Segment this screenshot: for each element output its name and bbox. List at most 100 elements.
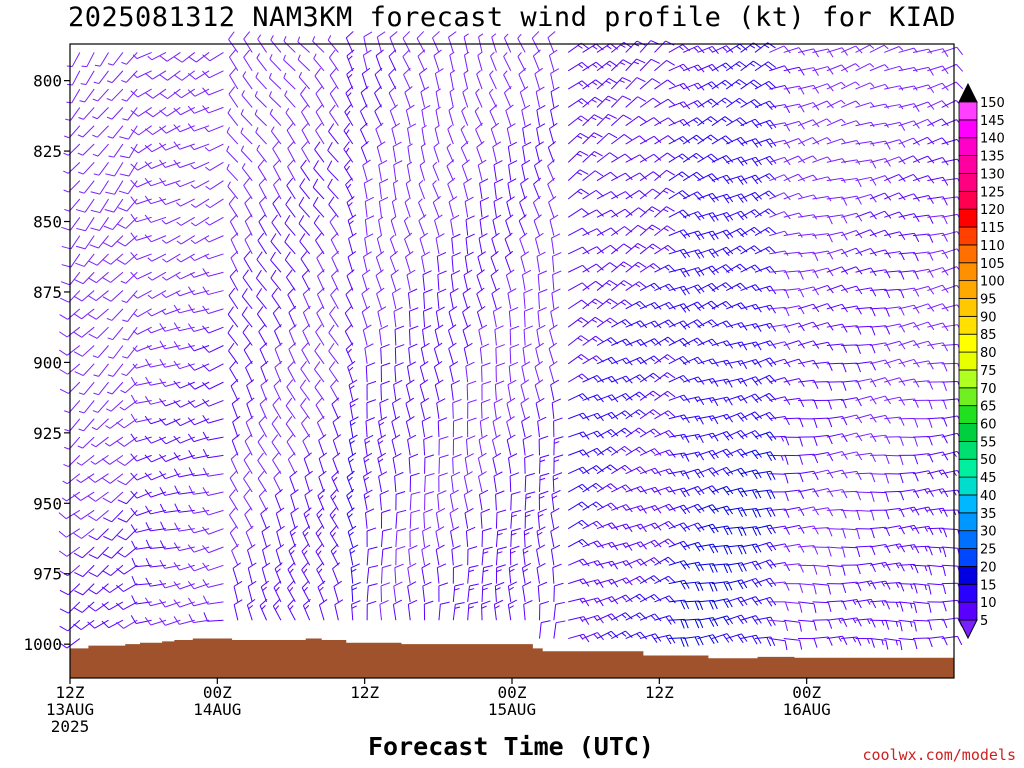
barb-full (243, 177, 251, 186)
wind-barb (380, 362, 391, 383)
barb-half (539, 459, 546, 463)
barb-full (302, 434, 311, 442)
barb-staff (85, 70, 95, 85)
barb-staff (539, 622, 542, 639)
wind-barb (520, 177, 529, 200)
barb-full (89, 244, 99, 249)
barb-full (59, 589, 69, 596)
wind-barb (144, 597, 167, 607)
barb-staff (531, 37, 540, 53)
barb-staff (711, 135, 726, 145)
barb-full (346, 49, 355, 57)
wind-barb (475, 122, 483, 145)
barb-full (596, 465, 604, 473)
barb-staff (582, 447, 598, 456)
wind-barb (300, 86, 311, 108)
barb-half (606, 319, 612, 324)
barb-staff (697, 192, 713, 200)
barb-full (480, 196, 490, 202)
barb-staff (364, 512, 368, 529)
wind-barb (625, 446, 647, 456)
barb-staff (66, 326, 81, 338)
barb-staff (389, 238, 397, 255)
barb-full (722, 634, 730, 643)
wind-barb (274, 562, 283, 584)
barb-staff (697, 358, 713, 365)
barb-staff (138, 125, 152, 136)
barb-full (684, 470, 690, 480)
barb-half (524, 532, 530, 536)
barb-half (694, 416, 699, 422)
wind-barb (394, 563, 404, 584)
barb-staff (193, 619, 210, 624)
barb-full (87, 495, 96, 502)
barb-full (202, 526, 209, 535)
barb-staff (208, 399, 224, 407)
barb-full (202, 364, 210, 372)
wind-barb (521, 104, 531, 126)
barb-staff (509, 476, 512, 493)
barb-full (408, 599, 418, 605)
barb-full (751, 395, 759, 403)
barb-full (636, 58, 646, 64)
wind-barb (119, 162, 138, 177)
barb-staff (71, 70, 81, 86)
barb-staff (510, 530, 513, 547)
wind-barb (424, 491, 435, 511)
wind-barb (447, 177, 456, 200)
barb-staff (150, 583, 167, 587)
barb-staff (596, 522, 613, 530)
barb-staff (135, 601, 152, 605)
barb-staff (682, 152, 697, 163)
wind-barb (366, 380, 377, 401)
barb-staff (740, 449, 756, 456)
wind-barb (332, 434, 342, 456)
barb-staff (345, 37, 354, 53)
barb-staff (332, 421, 339, 438)
barb-staff (207, 601, 224, 605)
barb-full (550, 526, 560, 532)
barb-full (326, 160, 333, 170)
wind-barb (104, 436, 124, 447)
barb-half (605, 282, 612, 286)
wind-barb (491, 33, 497, 53)
barb-staff (423, 292, 426, 309)
barb-staff (668, 320, 684, 328)
barb-staff (328, 332, 339, 346)
barb-staff (229, 221, 239, 236)
wind-barb (228, 31, 239, 53)
wind-barb (524, 453, 534, 474)
barb-staff (166, 271, 181, 281)
barb-staff (150, 180, 167, 187)
barb-full (420, 397, 430, 404)
barb-full (59, 314, 69, 320)
wind-barb (233, 580, 243, 603)
wind-barb (503, 52, 512, 71)
barb-staff (437, 421, 440, 438)
barb-staff (165, 308, 181, 315)
wind-barb (668, 118, 691, 127)
barb-full (88, 333, 98, 339)
barb-half (650, 322, 656, 327)
barb-half (257, 34, 262, 40)
wind-barb (247, 580, 257, 603)
barb-full (536, 526, 546, 532)
barb-staff (432, 165, 440, 181)
barb-staff (66, 345, 81, 356)
wind-barb (244, 214, 253, 236)
barb-staff (551, 494, 555, 511)
barb-full (436, 508, 446, 514)
barb-full (438, 472, 448, 477)
wind-barb (568, 597, 590, 607)
barb-half (349, 531, 354, 536)
wind-barb (260, 580, 270, 603)
barb-full (159, 159, 166, 168)
barb-full (741, 360, 748, 370)
barb-half (377, 234, 382, 239)
barb-full (434, 342, 443, 349)
barb-staff (436, 567, 440, 584)
wind-barb (551, 233, 561, 254)
barb-full (395, 344, 405, 349)
wind-barb (654, 59, 675, 72)
wind-barb (147, 253, 167, 262)
